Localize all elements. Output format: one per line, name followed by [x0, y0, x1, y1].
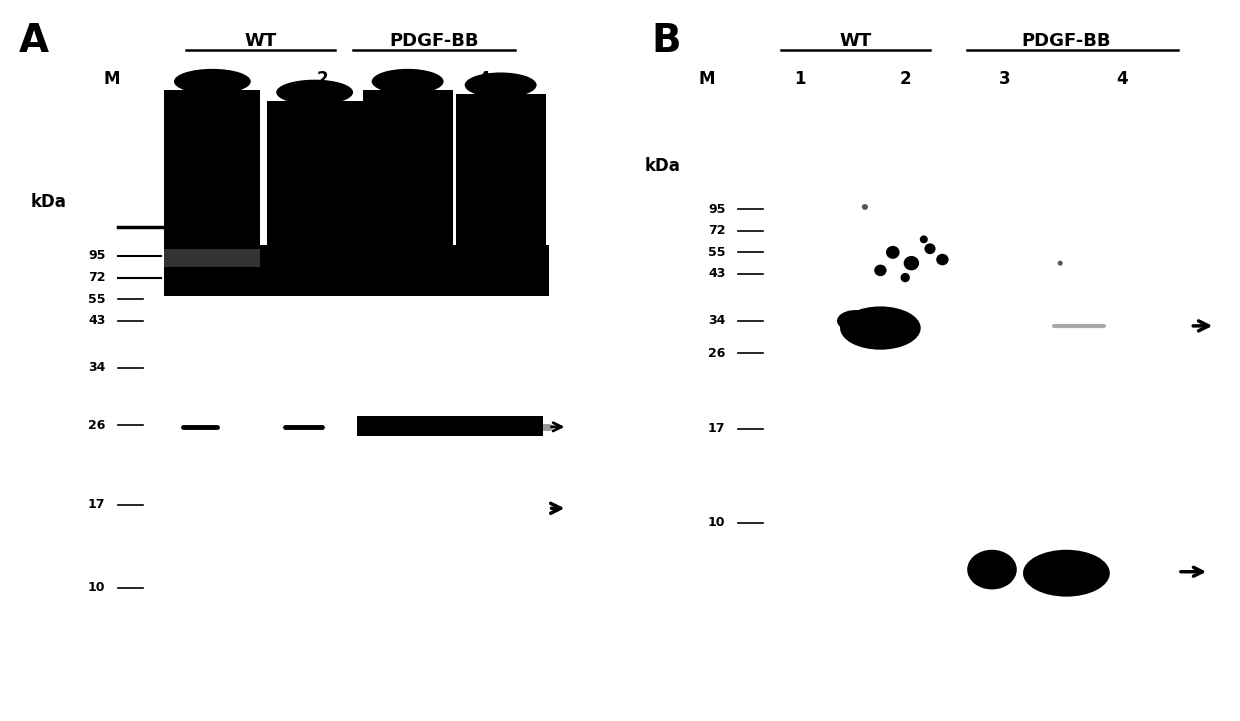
Ellipse shape — [936, 254, 949, 265]
Text: 95: 95 — [88, 249, 105, 262]
Text: 3: 3 — [384, 71, 397, 88]
Ellipse shape — [841, 306, 920, 350]
Bar — [357, 416, 543, 436]
Text: 17: 17 — [88, 498, 105, 511]
Text: 26: 26 — [708, 347, 725, 360]
Ellipse shape — [837, 310, 874, 332]
Bar — [267, 101, 362, 249]
Ellipse shape — [277, 80, 353, 105]
Ellipse shape — [885, 246, 900, 259]
Bar — [362, 90, 453, 249]
Text: M: M — [103, 71, 120, 88]
Ellipse shape — [924, 243, 936, 255]
Text: kDa: kDa — [31, 193, 67, 211]
Ellipse shape — [372, 69, 444, 94]
Text: 4: 4 — [477, 71, 490, 88]
Text: kDa: kDa — [645, 157, 681, 174]
Text: 1: 1 — [192, 71, 205, 88]
Ellipse shape — [862, 204, 868, 210]
Text: 2: 2 — [899, 71, 911, 88]
Ellipse shape — [967, 549, 1017, 590]
Text: 72: 72 — [88, 271, 105, 284]
Ellipse shape — [900, 273, 910, 283]
Bar — [456, 94, 546, 249]
Ellipse shape — [174, 69, 250, 94]
Text: 55: 55 — [88, 293, 105, 306]
Bar — [362, 245, 549, 296]
Ellipse shape — [874, 265, 887, 276]
Bar — [164, 245, 362, 296]
Ellipse shape — [1058, 261, 1063, 266]
Bar — [164, 90, 260, 249]
Ellipse shape — [920, 235, 928, 243]
Text: 2: 2 — [316, 71, 329, 88]
Text: M: M — [698, 71, 715, 88]
Text: 17: 17 — [708, 423, 725, 435]
Text: 4: 4 — [1116, 71, 1128, 88]
Text: 10: 10 — [88, 581, 105, 594]
Text: 26: 26 — [88, 419, 105, 432]
Text: 34: 34 — [88, 361, 105, 374]
Text: 34: 34 — [708, 314, 725, 327]
Text: WT: WT — [839, 32, 872, 50]
Text: 95: 95 — [708, 203, 725, 216]
Bar — [164, 249, 260, 267]
Ellipse shape — [465, 73, 537, 97]
Text: WT: WT — [244, 32, 277, 50]
Text: 3: 3 — [998, 71, 1011, 88]
Text: 43: 43 — [88, 314, 105, 327]
Text: PDGF-BB: PDGF-BB — [1022, 32, 1111, 50]
Text: A: A — [19, 22, 48, 60]
Text: 1: 1 — [794, 71, 806, 88]
Text: PDGF-BB: PDGF-BB — [389, 32, 479, 50]
Text: 72: 72 — [708, 224, 725, 237]
Text: 55: 55 — [708, 246, 725, 259]
Ellipse shape — [904, 256, 919, 270]
Text: 43: 43 — [708, 267, 725, 280]
Text: 10: 10 — [708, 516, 725, 529]
Text: B: B — [651, 22, 681, 60]
Ellipse shape — [1023, 549, 1110, 597]
